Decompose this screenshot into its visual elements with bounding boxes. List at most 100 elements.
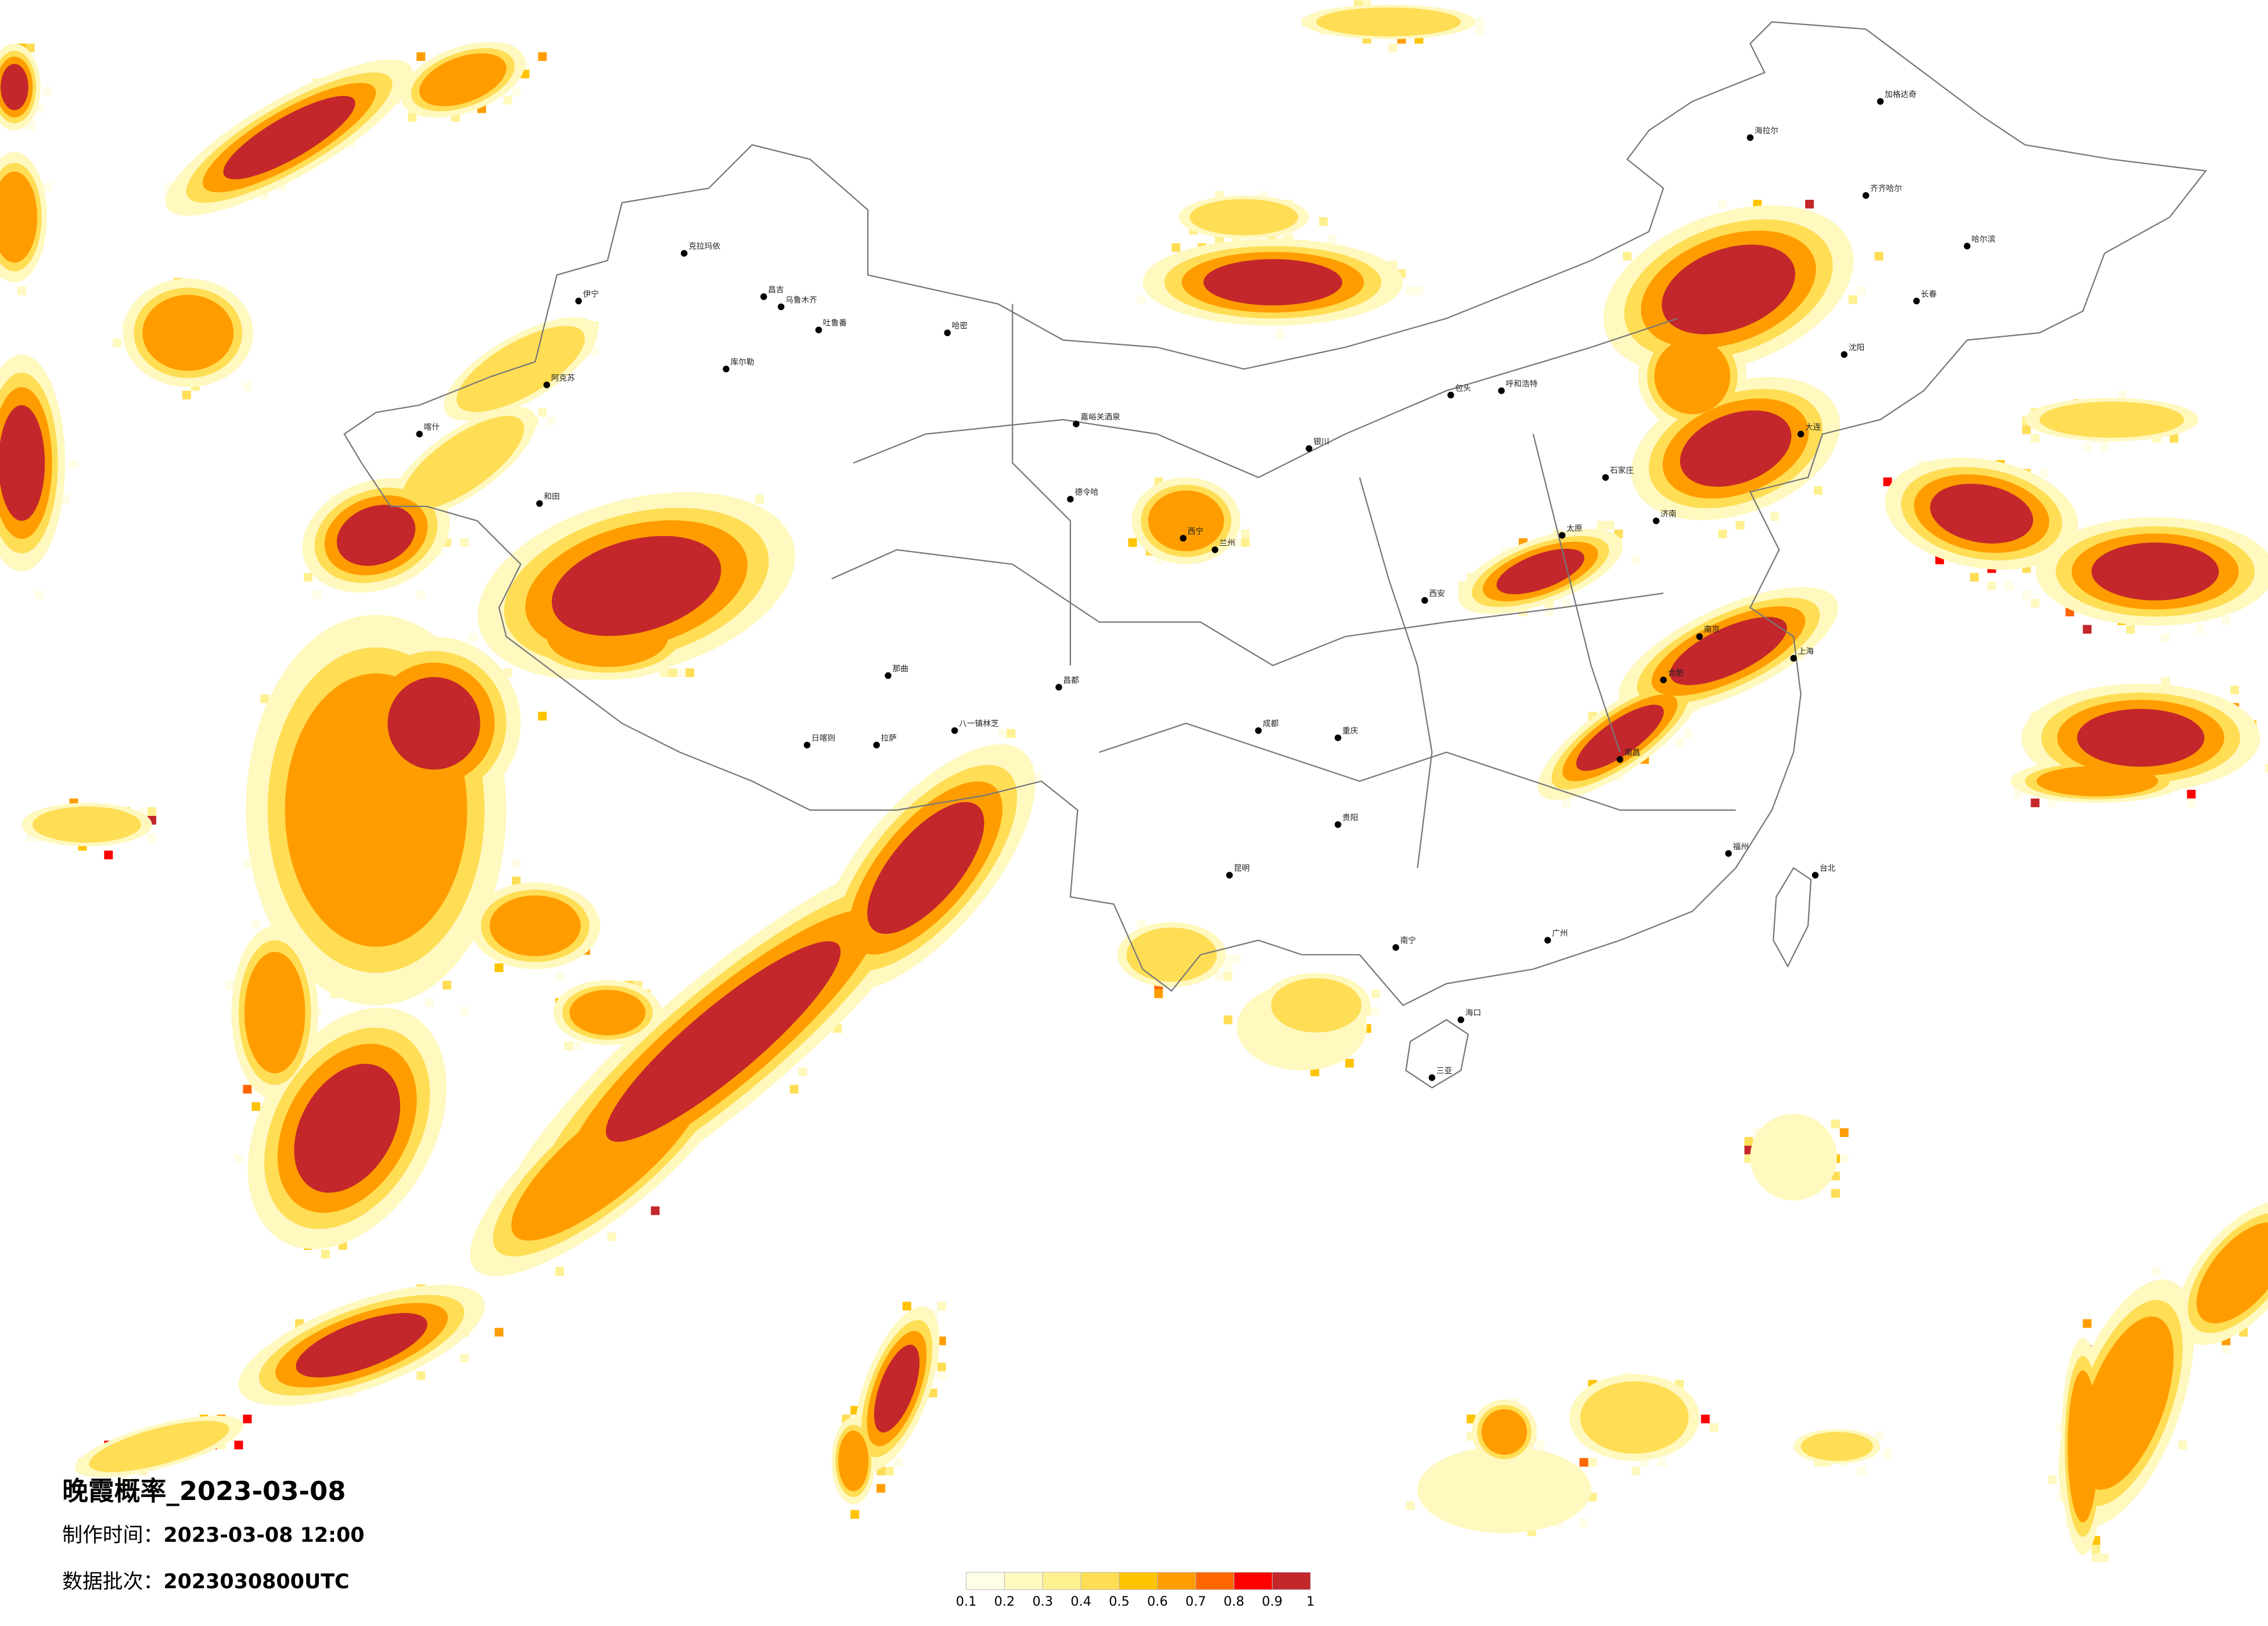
heat-blob [0,171,38,263]
heat-cell [494,963,504,972]
city-dot [1428,1074,1436,1081]
heat-blob [1316,7,1461,37]
heat-cell [2169,434,2179,443]
heat-cell [1969,573,1979,582]
heat-cell [937,1301,946,1311]
heat-cell [1987,581,1996,591]
heat-blob [569,990,646,1035]
heat-cell [1848,295,1857,304]
heat-blob [606,941,841,1142]
heat-blob [294,1063,401,1193]
city-dot [873,742,880,749]
city-label: 长春 [1921,290,1937,299]
heat-cell [512,859,521,868]
heat-cell [503,95,512,105]
city-label: 克拉玛依 [688,242,720,251]
heat-cell [60,495,70,504]
heat-cell [148,833,156,842]
heat-cell [443,980,452,990]
heat-cell [2030,434,2040,443]
city-dot [1652,517,1660,524]
legend-tick-label: 0.8 [1224,1594,1245,1609]
city-label: 八一镇林芝 [959,720,999,729]
heat-cell [2039,469,2048,478]
legend-tick-label: 0.1 [956,1594,977,1609]
heat-blob [0,63,28,110]
heat-cell [1839,1128,1849,1137]
city-label: 呼和浩特 [1506,379,1538,388]
legend-swatch [1157,1571,1196,1590]
heat-blob [2068,1370,2098,1523]
heat-cell [1241,529,1250,538]
heat-blob [223,96,355,179]
heat-blob [1800,1431,1874,1461]
heat-cell [1735,520,1745,530]
city-dot [1660,677,1667,684]
city-label: 石家庄 [1610,466,1634,476]
heat-cell [1562,599,1571,608]
heat-cell [685,668,695,677]
heat-cell [573,1041,582,1051]
city-label: 合肥 [1667,668,1684,678]
heat-cell [69,460,78,469]
title: 晚霞概率_2023-03-08 [62,1476,346,1506]
heat-cell [1275,330,1285,339]
heat-cell [2161,634,2170,643]
heat-blob [419,53,506,106]
heat-cell [555,1267,565,1276]
city-dot [1797,430,1805,438]
heat-cell [998,729,1007,738]
city-dot [1226,872,1233,879]
heat-cell [937,1371,946,1380]
city-dot [1841,351,1848,358]
city-dot [1255,727,1262,734]
heat-blob [33,806,141,843]
heat-cell [1371,1006,1380,1016]
heat-cell [677,668,686,677]
heat-blob [1930,484,2033,544]
heat-blob [296,1313,427,1377]
city-dot [1811,872,1819,879]
city-dot [1334,734,1342,742]
legend-swatch [1119,1571,1158,1590]
heat-cell [1597,520,1606,530]
city-dot [1616,756,1624,763]
heat-cell [148,807,156,816]
heat-blob [874,1344,920,1433]
city-dot [1790,654,1797,662]
city-dot [803,742,811,749]
heat-cell [1623,251,1632,261]
heat-blob [457,326,585,412]
heat-cell [1137,920,1146,929]
heat-cell [1588,1458,1597,1467]
city-dot [1334,821,1342,828]
heat-blob [89,1420,229,1472]
city-dot [1306,445,1313,452]
heat-cell [2161,677,2170,686]
heat-cell [1388,44,1397,53]
city-dot [681,250,688,257]
heat-blob [2077,708,2205,767]
city-dot [1498,387,1505,394]
city-dot [1558,532,1566,539]
city-label: 和田 [544,492,559,502]
heat-cell [590,347,599,357]
city-dot [575,297,582,305]
heat-cell [1137,295,1146,304]
heat-cell [2222,616,2231,625]
heat-blob [1576,704,1664,771]
city-dot [543,382,551,388]
heat-blob [1148,490,1224,552]
city-label: 成都 [1263,720,1279,729]
heat-cell [459,1354,469,1363]
heat-cell [1536,1440,1545,1449]
heat-cell [1241,538,1250,547]
heat-cell [468,634,477,643]
city-dot [951,727,958,734]
heat-blob [1662,244,1795,334]
city-dot [1073,420,1080,427]
city-label: 嘉峪关酒泉 [1080,412,1120,422]
city-label: 昌吉 [768,285,783,294]
city-dot [1877,98,1884,105]
